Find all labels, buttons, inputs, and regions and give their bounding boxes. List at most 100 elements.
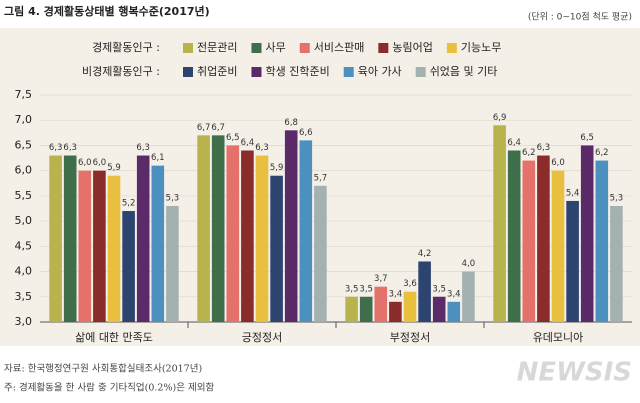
bar [432, 296, 446, 322]
value-label: 6,6 [299, 128, 313, 138]
value-label: 5,4 [566, 188, 580, 198]
bar [255, 155, 269, 322]
value-label: 6,7 [197, 123, 211, 133]
value-label: 3,4 [447, 289, 461, 299]
bar [284, 130, 298, 322]
value-label: 6,4 [507, 138, 521, 148]
value-label: 6,5 [226, 133, 240, 143]
value-label: 6,0 [78, 158, 92, 168]
legend-swatch [446, 43, 457, 53]
bar [226, 145, 240, 322]
y-tick-label: 7,0 [15, 113, 33, 126]
value-label: 3,5 [359, 284, 373, 294]
bar [566, 200, 579, 322]
value-label: 5,9 [270, 163, 284, 173]
bar [507, 150, 521, 322]
value-label: 6,3 [63, 143, 77, 153]
bar [522, 160, 536, 322]
value-label: 5,3 [610, 193, 624, 203]
bar [493, 125, 506, 323]
value-label: 4,2 [418, 249, 432, 259]
value-label: 6,0 [93, 158, 107, 168]
bar [107, 175, 121, 322]
legend-swatch [251, 67, 262, 77]
bar [595, 160, 609, 322]
legend-label: 전문관리 [197, 41, 237, 54]
bar [63, 155, 77, 322]
legend-swatch [251, 43, 262, 53]
legend-label: 기능노무 [461, 41, 501, 54]
y-tick-label: 5,5 [15, 189, 33, 202]
bar [537, 155, 550, 322]
note: 주: 경제활동을 한 사람 중 기타직업(0.2%)은 제외함 [4, 382, 214, 394]
bar [122, 211, 135, 322]
legend-label: 학생 진학준비 [265, 65, 329, 78]
legend-swatch [183, 43, 193, 53]
y-tick-label: 4,0 [15, 265, 33, 278]
legend-swatch [343, 67, 354, 77]
x-tick-label: 유데모니아 [533, 331, 584, 344]
bar [78, 170, 92, 322]
bar [151, 165, 165, 322]
legend-swatch [415, 67, 426, 77]
y-tick-label: 3,5 [15, 290, 33, 303]
unit-note: (단위 : 0~10점 척도 평균) [528, 11, 632, 23]
bar [418, 261, 431, 322]
legend-label: 취업준비 [197, 65, 237, 78]
value-label: 3,5 [432, 284, 446, 294]
bar [241, 150, 254, 322]
value-label: 4,0 [462, 259, 476, 269]
x-tick-label: 긍정정서 [242, 331, 282, 344]
x-tick-label: 삶에 대한 만족도 [75, 331, 153, 344]
bar [299, 140, 313, 322]
value-label: 6,7 [211, 123, 225, 133]
value-label: 6,9 [493, 113, 507, 123]
bar [403, 291, 417, 322]
bar [551, 170, 565, 322]
bar [93, 170, 106, 322]
value-label: 6,3 [255, 143, 269, 153]
value-label: 6,3 [49, 143, 63, 153]
legend-swatch [299, 43, 310, 53]
bar [270, 175, 283, 322]
value-label: 6,1 [151, 153, 165, 163]
legend-label: 육아 가사 [358, 65, 402, 78]
bar [447, 301, 461, 322]
y-tick-label: 6,0 [15, 164, 33, 177]
x-tick-label: 부정정서 [390, 331, 430, 344]
value-label: 6,5 [580, 133, 594, 143]
legend-label: 사무 [265, 41, 285, 54]
value-label: 3,5 [345, 284, 359, 294]
value-label: 3,4 [389, 289, 403, 299]
bar [166, 205, 179, 322]
legend-swatch [378, 43, 389, 53]
y-tick-label: 5,0 [15, 214, 33, 227]
value-label: 6,2 [522, 148, 536, 158]
bar [136, 155, 150, 322]
legend-label: 서비스판매 [314, 41, 365, 54]
watermark: NEWSIS [517, 358, 632, 388]
value-label: 6,3 [136, 143, 150, 153]
legend-label: 쉬었음 및 기타 [430, 65, 498, 78]
legend-label: 농림어업 [392, 41, 432, 54]
bar [197, 135, 210, 322]
value-label: 5,3 [166, 193, 180, 203]
value-label: 6,3 [537, 143, 551, 153]
legend-swatch [183, 67, 193, 77]
y-tick-label: 3,0 [15, 315, 33, 328]
value-label: 6,2 [595, 148, 609, 158]
bar [580, 145, 594, 322]
value-label: 6,0 [551, 158, 565, 168]
value-label: 5,9 [107, 163, 121, 173]
value-label: 3,6 [403, 279, 417, 289]
value-label: 3,7 [374, 274, 388, 284]
bar [359, 296, 373, 322]
y-tick-label: 7,5 [15, 88, 33, 101]
y-tick-label: 6,5 [15, 138, 33, 151]
bar [374, 286, 388, 322]
bar [610, 205, 623, 322]
bar [345, 296, 358, 322]
legend-group-title: 비경제활동인구 : [82, 64, 160, 78]
chart-title: 그림 4. 경제활동상태별 행복수준(2017년) [4, 4, 210, 18]
